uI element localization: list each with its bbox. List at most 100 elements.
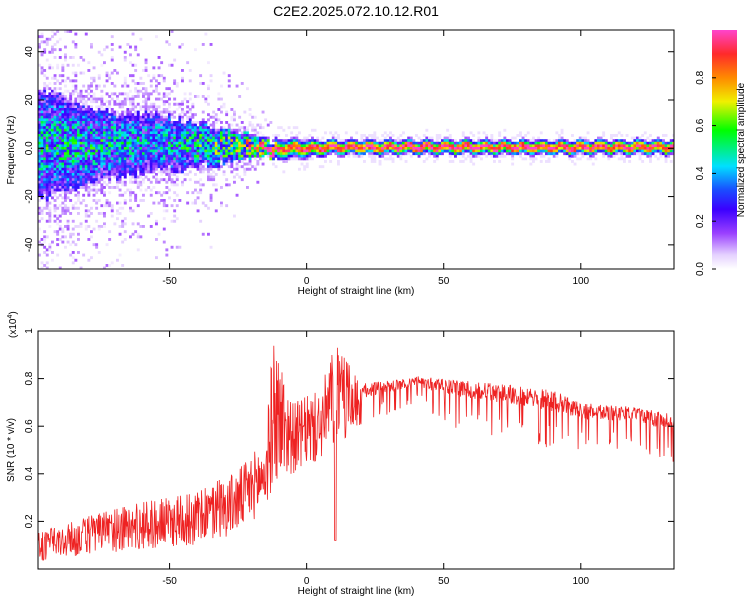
spectrogram-cell <box>74 243 78 247</box>
spectrogram-cell <box>82 105 86 109</box>
spectrogram-cell <box>292 141 296 145</box>
spectrogram-cell <box>134 89 138 93</box>
spectrogram-cell <box>155 173 158 176</box>
spectrogram-cell <box>428 154 431 158</box>
spectrogram-cell <box>552 139 556 143</box>
spectrogram-cell <box>495 154 499 158</box>
spectrogram-cell <box>196 147 200 150</box>
spectrogram-cell <box>121 134 125 137</box>
spectrogram-cell <box>199 139 203 143</box>
spectrogram-cell <box>108 230 112 234</box>
spectrogram-cell <box>573 141 577 145</box>
spectrogram-cell <box>201 167 205 171</box>
spectrogram-cell <box>225 204 229 208</box>
spectrogram-cell <box>227 149 231 153</box>
spectrogram-cell <box>64 89 67 93</box>
spectrogram-cell <box>277 157 281 161</box>
spectrogram-cell <box>142 165 145 169</box>
spectrogram-cell <box>498 152 502 156</box>
spectrogram-cell <box>461 141 465 145</box>
spectrogram-cell <box>157 92 161 96</box>
spectrogram-cell <box>178 113 182 117</box>
spectrogram-cell <box>61 162 65 166</box>
spectrogram-cell <box>123 102 127 106</box>
spectrogram-cell <box>404 144 408 148</box>
spectrogram-cell <box>84 95 88 98</box>
spectrogram-cell <box>602 147 606 150</box>
spectrogram-cell <box>155 144 158 148</box>
spectrogram-cell <box>238 134 242 137</box>
spectrogram-cell <box>116 102 119 106</box>
spectrogram-cell <box>58 225 62 228</box>
spectrogram-cell <box>168 87 171 91</box>
spectrogram-cell <box>526 141 530 145</box>
spectrogram-cell <box>61 123 65 127</box>
spectrogram-cell <box>511 144 515 148</box>
spectrogram-cell <box>165 108 169 111</box>
spectrogram-cell <box>402 152 405 156</box>
spectrogram-cell <box>209 162 213 166</box>
spectrogram-cell <box>170 115 174 119</box>
spectrogram-cell <box>256 180 260 184</box>
spectrogram-cell <box>508 139 512 143</box>
spectrogram-cell <box>295 126 299 130</box>
spectrogram-cell <box>61 79 65 83</box>
spectrogram-cell <box>487 144 491 148</box>
spectrogram-cell <box>285 160 288 163</box>
spectrogram-cell <box>97 141 101 145</box>
spectrogram-cell <box>370 149 374 153</box>
spectrogram-cell <box>123 92 127 96</box>
spectrogram-cell <box>123 201 127 205</box>
spectrogram-cell <box>212 183 216 187</box>
spectrogram-cell <box>162 160 166 163</box>
spectrogram-cell <box>175 84 179 88</box>
spectrogram-cell <box>43 206 47 210</box>
spectrogram-cell <box>162 118 166 122</box>
spectrogram-cell <box>87 128 91 132</box>
spectrogram-cell <box>147 131 151 135</box>
spectrogram-cell <box>139 188 143 192</box>
spectrogram-cell <box>66 134 70 137</box>
spectrogram-cell <box>53 102 57 106</box>
spectrogram-cell <box>129 196 132 200</box>
spectrogram-cell <box>227 136 231 140</box>
spectrogram-cell <box>365 139 369 143</box>
spectrogram-cell <box>555 149 559 153</box>
spectrogram-cell <box>69 212 73 215</box>
spectrogram-cell <box>69 199 73 202</box>
spectrogram-cell <box>155 84 158 88</box>
spectrogram-cell <box>40 178 44 182</box>
spectrogram-cell <box>84 121 88 124</box>
spectrogram-cell <box>477 141 481 145</box>
spectrogram-cell <box>71 232 75 236</box>
spectrogram-cell <box>209 149 213 153</box>
spectrogram-cell <box>95 154 99 158</box>
spectrogram-cell <box>503 136 507 140</box>
spectrogram-cell <box>84 162 88 166</box>
spectrogram-cell <box>105 92 109 96</box>
spectrogram-cell <box>43 147 47 150</box>
spectrogram-cell <box>630 152 634 156</box>
spectrogram-cell <box>214 149 218 153</box>
spectrogram-cell <box>165 157 169 161</box>
spectrogram-cell <box>84 160 88 163</box>
spectrogram-cell <box>399 157 403 161</box>
spectrogram-cell <box>45 144 49 148</box>
spectrogram-cell <box>100 89 104 93</box>
spectrogram-cell <box>287 139 291 143</box>
spectrogram-cell <box>186 147 190 150</box>
spectrogram-cell <box>464 139 468 143</box>
spectrogram-cell <box>547 157 551 161</box>
spectrogram-cell <box>48 154 52 158</box>
spectrogram-cell <box>69 95 73 98</box>
spectrogram-cell <box>581 149 585 153</box>
spectrogram-cell <box>459 149 463 153</box>
spectrogram-cell <box>77 186 80 189</box>
spectrogram-y-axis-label: Frequency (Hz) <box>6 116 17 185</box>
spectrogram-cell <box>131 160 135 163</box>
spectrogram-cell <box>246 149 249 153</box>
spectrogram-cell <box>48 131 52 135</box>
spectrogram-cell <box>420 139 424 143</box>
spectrogram-cell <box>74 178 78 182</box>
spectrogram-cell <box>607 149 611 153</box>
